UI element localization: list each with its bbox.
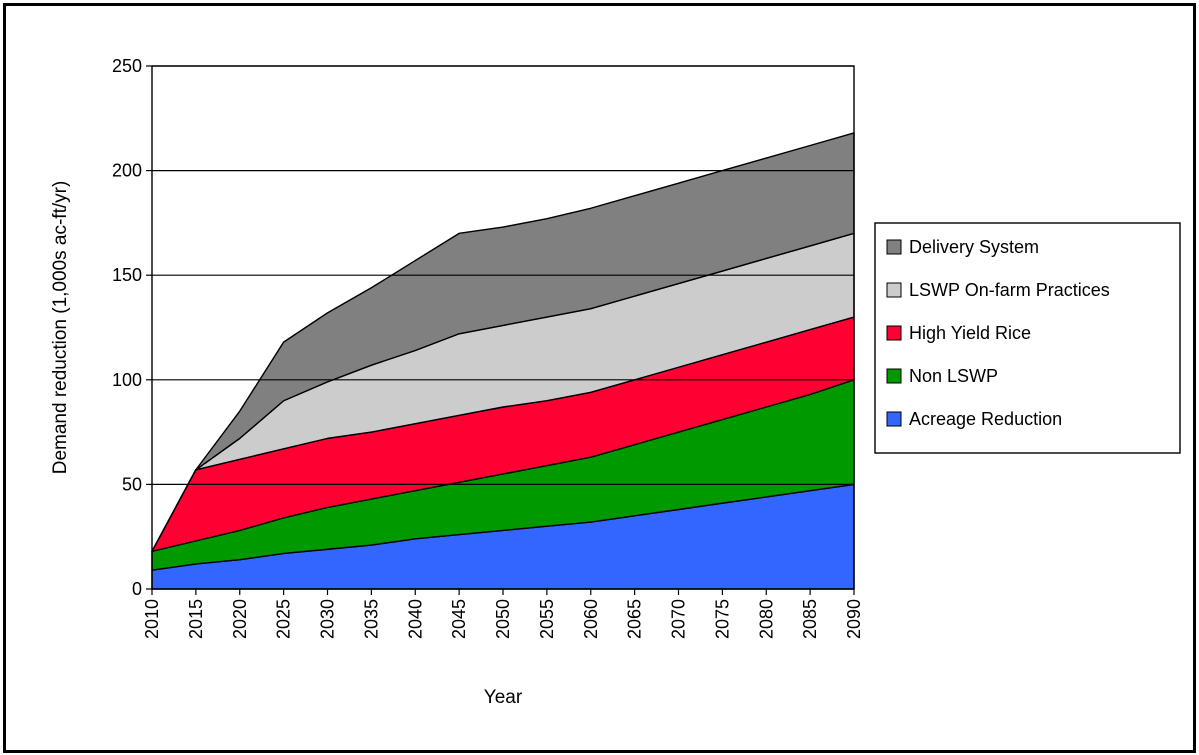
x-tick-label: 2035	[361, 599, 381, 639]
legend-label-high-yield-rice: High Yield Rice	[909, 323, 1031, 343]
area-series-group	[151, 132, 855, 590]
y-tick-label: 150	[112, 265, 142, 285]
legend-label-lswp-on-farm-practices: LSWP On-farm Practices	[909, 280, 1110, 300]
legend-label-non-lswp: Non LSWP	[909, 366, 998, 386]
y-tick-label: 200	[112, 161, 142, 181]
x-tick-label: 2055	[537, 599, 557, 639]
x-tick-labels: 2010 2015 2020 2025 2030 2035 2040 2045 2050 2055…	[142, 599, 864, 639]
y-axis-title: Demand reduction (1,000s ac-ft/yr)	[50, 181, 71, 475]
legend: Delivery System LSWP On-farm Practices Hig…	[874, 222, 1181, 454]
legend-swatch-lswp-on-farm-practices	[886, 282, 902, 298]
y-tick-label: 100	[112, 370, 142, 390]
x-tick-label: 2010	[142, 599, 162, 639]
chart-frame: 0 50 100 150 200 250 2010 2015 2020 2025 2030 2035…	[3, 3, 1196, 753]
legend-swatch-delivery-system	[886, 239, 902, 255]
y-tick-labels: 0 50 100 150 200 250	[112, 56, 142, 599]
y-tick-label: 50	[122, 474, 142, 494]
x-tick-label: 2085	[800, 599, 820, 639]
legend-label-acreage-reduction: Acreage Reduction	[909, 409, 1062, 429]
x-tick-label: 2015	[186, 599, 206, 639]
y-tick-label: 0	[132, 579, 142, 599]
y-tick-label: 250	[112, 56, 142, 76]
x-tick-label: 2065	[625, 599, 645, 639]
x-axis-title: Year	[484, 687, 523, 708]
axes	[146, 65, 855, 595]
x-tick-label: 2050	[493, 599, 513, 639]
legend-box	[874, 222, 1181, 454]
legend-swatch-non-lswp	[886, 368, 902, 384]
legend-label-delivery-system: Delivery System	[909, 237, 1039, 257]
x-tick-label: 2040	[405, 599, 425, 639]
x-tick-label: 2030	[318, 599, 338, 639]
legend-swatch-high-yield-rice	[886, 325, 902, 341]
x-tick-label: 2070	[669, 599, 689, 639]
x-tick-label: 2020	[230, 599, 250, 639]
x-tick-label: 2045	[449, 599, 469, 639]
legend-swatch-acreage-reduction	[886, 411, 902, 427]
x-tick-label: 2075	[712, 599, 732, 639]
x-tick-label: 2090	[844, 599, 864, 639]
x-tick-label: 2025	[274, 599, 294, 639]
stacked-area-chart: 0 50 100 150 200 250 2010 2015 2020 2025 2030 2035…	[50, 56, 1181, 708]
x-tick-label: 2080	[756, 599, 776, 639]
x-tick-label: 2060	[581, 599, 601, 639]
